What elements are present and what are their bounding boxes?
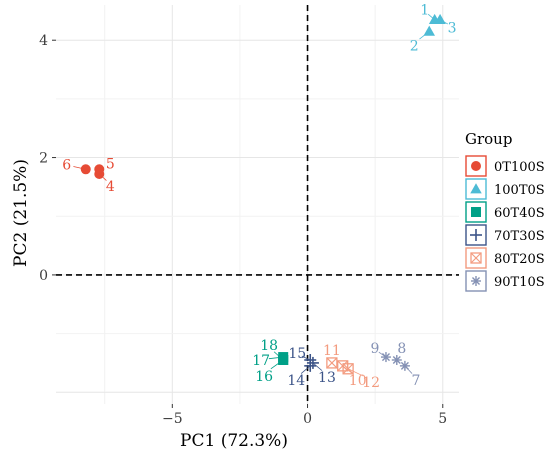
y-tick-label: 4 bbox=[39, 33, 48, 49]
label-leader-line bbox=[270, 359, 284, 370]
label-leader-line bbox=[273, 351, 284, 361]
point-label-11: 11 bbox=[323, 343, 341, 359]
marker-square-outline bbox=[326, 357, 338, 369]
label-leader-line bbox=[427, 13, 435, 20]
legend-key-0T100S bbox=[465, 155, 487, 177]
marker-asterisk-stroke bbox=[392, 355, 401, 365]
point-label-17: 17 bbox=[252, 353, 270, 369]
legend-label-80T20S: 80T20S bbox=[494, 252, 545, 267]
label-leader-line bbox=[439, 19, 449, 25]
point-label-4: 4 bbox=[106, 179, 115, 195]
legend-label-0T100S: 0T100S bbox=[494, 160, 545, 175]
point-label-14: 14 bbox=[287, 373, 305, 389]
point-label-6: 6 bbox=[62, 157, 71, 173]
axes: −5 0 5 0 2 4 bbox=[39, 5, 459, 427]
point-label-5: 5 bbox=[106, 156, 115, 172]
legend-key-marker bbox=[470, 252, 482, 264]
label-leader-line bbox=[301, 355, 311, 361]
legend-key-60T40S bbox=[465, 201, 487, 223]
point-label-16: 16 bbox=[255, 369, 273, 385]
legend-key-80T20S bbox=[465, 247, 487, 269]
point-label-12: 12 bbox=[362, 375, 380, 391]
label-leader-line bbox=[73, 166, 86, 170]
x-tick-label: −5 bbox=[162, 411, 183, 427]
legend-label-90T10S: 90T10S bbox=[494, 275, 545, 290]
label-leader-line bbox=[300, 365, 311, 374]
legend-title: Group bbox=[465, 130, 512, 148]
point-label-1: 1 bbox=[420, 3, 429, 19]
y-axis-title: PC2 (21.5%) bbox=[11, 159, 31, 267]
label-leader-line bbox=[378, 351, 387, 358]
legend-key-90T10S bbox=[465, 270, 487, 292]
point-label-18: 18 bbox=[260, 338, 278, 354]
legend-key-marker bbox=[471, 161, 481, 171]
legend-key-marker bbox=[470, 183, 482, 194]
marker-triangle bbox=[470, 183, 482, 194]
marker-square bbox=[471, 207, 481, 217]
legend-label-100T0S: 100T0S bbox=[494, 183, 545, 198]
legend-label-70T30S: 70T30S bbox=[494, 229, 545, 244]
legend-key-70T30S bbox=[465, 224, 487, 246]
marker-square-outline bbox=[342, 363, 354, 375]
data-marks bbox=[80, 13, 446, 375]
point-label-2: 2 bbox=[410, 38, 419, 54]
data-point-8 bbox=[391, 354, 402, 365]
data-point-5 bbox=[94, 164, 105, 175]
legend-key-marker bbox=[471, 276, 481, 286]
point-label-15: 15 bbox=[288, 346, 306, 362]
marker-x-2 bbox=[470, 252, 482, 264]
marker-circle bbox=[94, 164, 105, 175]
point-label-9: 9 bbox=[371, 341, 380, 357]
legend-key-100T0S bbox=[465, 178, 487, 200]
point-label-3: 3 bbox=[448, 21, 457, 37]
point-label-7: 7 bbox=[411, 373, 420, 389]
grid-lines bbox=[56, 5, 459, 404]
y-tick-label: 0 bbox=[39, 268, 48, 284]
legend-key-marker bbox=[470, 229, 482, 241]
marker-asterisk-stroke bbox=[471, 276, 481, 286]
point-label-10: 10 bbox=[349, 373, 367, 389]
x-tick-label: 5 bbox=[438, 411, 447, 427]
legend-label-60T40S: 60T40S bbox=[494, 206, 545, 221]
label-leader-line bbox=[342, 365, 353, 374]
x-tick-label: 0 bbox=[303, 411, 312, 427]
label-leader-line bbox=[312, 362, 323, 371]
label-leader-line bbox=[419, 31, 430, 40]
legend-key-marker bbox=[471, 207, 481, 217]
point-label-13: 13 bbox=[318, 370, 336, 386]
y-tick-label: 2 bbox=[39, 151, 48, 167]
x-axis-title: PC1 (72.3%) bbox=[180, 431, 288, 451]
label-leader-line bbox=[404, 365, 413, 374]
label-leader-line bbox=[99, 173, 107, 181]
legend: Group 0T100S 100T0S 60T40S 70T30S 80T20S 90T1… bbox=[465, 130, 545, 292]
marker-square-outline bbox=[470, 252, 482, 264]
label-leader-line bbox=[347, 368, 364, 377]
point-label-8: 8 bbox=[397, 341, 406, 357]
data-point-11 bbox=[326, 357, 338, 369]
marker-x-2 bbox=[326, 357, 338, 369]
marker-circle bbox=[471, 161, 481, 171]
